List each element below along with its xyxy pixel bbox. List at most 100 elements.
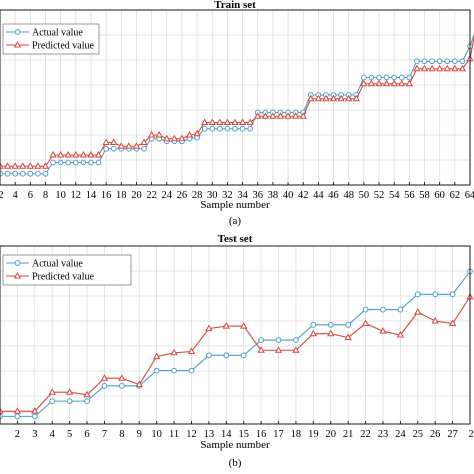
x-tick-label: 16 xyxy=(256,429,267,440)
predicted-point xyxy=(367,79,376,87)
x-tick-label: 58 xyxy=(419,190,430,201)
actual-point xyxy=(201,125,208,132)
predicted-point xyxy=(360,79,368,87)
predicted-point xyxy=(299,112,307,119)
actual-point xyxy=(216,125,223,132)
actual-point xyxy=(19,170,26,177)
predicted-point xyxy=(19,162,27,169)
actual-point xyxy=(232,125,238,132)
legend-box xyxy=(2,254,132,286)
legend-marker-circle xyxy=(14,29,21,35)
predicted-point xyxy=(216,118,224,125)
x-tick-label: 62 xyxy=(450,190,461,201)
x-tick-label: 2 xyxy=(0,190,4,201)
predicted-point xyxy=(125,142,133,149)
actual-point xyxy=(240,352,247,359)
x-tick-label: 60 xyxy=(434,190,445,201)
predicted-point xyxy=(458,64,467,72)
x-tick-label: 6 xyxy=(84,429,89,440)
x-tick-label: 7 xyxy=(102,429,107,440)
predicted-point xyxy=(48,388,56,395)
predicted-point xyxy=(41,162,50,169)
predicted-point xyxy=(436,64,444,72)
actual-point xyxy=(42,170,49,177)
x-tick-label: 4 xyxy=(50,429,56,440)
legend-label: Predicted value xyxy=(32,272,94,283)
predicted-point xyxy=(94,150,103,158)
actual-point xyxy=(376,74,382,81)
actual-point xyxy=(275,337,282,343)
actual-point xyxy=(406,74,413,81)
predicted-point xyxy=(155,130,163,138)
predicted-point xyxy=(3,162,12,169)
x-tick-label: 22 xyxy=(360,429,371,440)
actual-point xyxy=(0,170,3,177)
train-x-ticks: 4 6 8 10 12 14 16 18 20 22 24 26 28 30 32 34 36 38 40 42 44 4… xyxy=(0,182,474,201)
x-tick-label: 22 xyxy=(146,190,157,201)
actual-point xyxy=(429,58,435,65)
x-tick-label: 18 xyxy=(116,190,127,201)
predicted-point xyxy=(292,346,300,353)
x-tick-label: 54 xyxy=(389,190,400,201)
legend-label: Predicted value xyxy=(32,41,94,52)
predicted-point xyxy=(208,118,216,125)
x-tick-label: 28 xyxy=(192,190,203,201)
predicted-point xyxy=(72,150,80,158)
predicted-point xyxy=(34,162,42,169)
predicted-point xyxy=(64,150,72,158)
predicted-point xyxy=(405,79,414,87)
train-panel: 4 6 8 10 12 14 16 18 20 22 24 26 28 30 32 34 36 38 40 42 44 4… xyxy=(0,0,474,227)
x-tick-label: 12 xyxy=(71,190,82,201)
actual-point xyxy=(4,170,11,177)
actual-point xyxy=(421,58,428,65)
actual-point xyxy=(84,398,90,405)
predicted-point xyxy=(451,64,459,72)
x-tick-label: 44 xyxy=(313,190,324,201)
predicted-point xyxy=(65,388,74,395)
actual-point xyxy=(293,337,299,343)
x-tick-label: 50 xyxy=(359,190,370,201)
x-tick-label: 10 xyxy=(151,429,162,440)
x-tick-label: 13 xyxy=(204,429,215,440)
predicted-point xyxy=(314,94,323,102)
test-title: Test set xyxy=(218,233,253,245)
actual-point xyxy=(223,352,230,359)
actual-point xyxy=(209,125,216,132)
x-tick-label: 46 xyxy=(328,190,339,201)
x-tick-label: 26 xyxy=(430,429,441,440)
actual-point xyxy=(436,58,443,65)
x-tick-label: 3 xyxy=(32,429,37,440)
predicted-point xyxy=(382,79,391,87)
actual-point xyxy=(362,306,369,313)
x-tick-label: 42 xyxy=(298,190,309,201)
train-legend: Actual value Predicted value xyxy=(2,23,100,55)
actual-point xyxy=(398,74,405,81)
predicted-point xyxy=(322,94,330,102)
predicted-point xyxy=(31,407,39,414)
x-tick-label: 24 xyxy=(395,429,406,440)
actual-point xyxy=(327,321,334,328)
actual-point xyxy=(141,145,147,152)
actual-point xyxy=(345,321,352,328)
legend-label: Actual value xyxy=(32,28,83,39)
predicted-point xyxy=(327,329,335,337)
predicted-point xyxy=(361,319,370,327)
actual-point xyxy=(310,321,317,328)
x-tick-label: 23 xyxy=(378,429,389,440)
actual-point xyxy=(80,159,87,166)
actual-point xyxy=(50,159,56,166)
x-tick-label: 11 xyxy=(169,429,179,440)
actual-point xyxy=(380,306,386,313)
x-tick-label: 26 xyxy=(177,190,188,201)
actual-point xyxy=(414,58,420,65)
x-tick-label: 56 xyxy=(404,190,415,201)
x-tick-label: 38 xyxy=(268,190,279,201)
predicted-point xyxy=(153,352,161,360)
x-tick-label: 10 xyxy=(55,190,66,201)
predicted-point xyxy=(83,390,91,398)
predicted-point xyxy=(257,346,265,353)
actual-point xyxy=(171,367,177,374)
x-tick-label: 4 xyxy=(13,190,19,201)
predicted-point xyxy=(390,79,398,87)
predicted-point xyxy=(379,327,387,334)
